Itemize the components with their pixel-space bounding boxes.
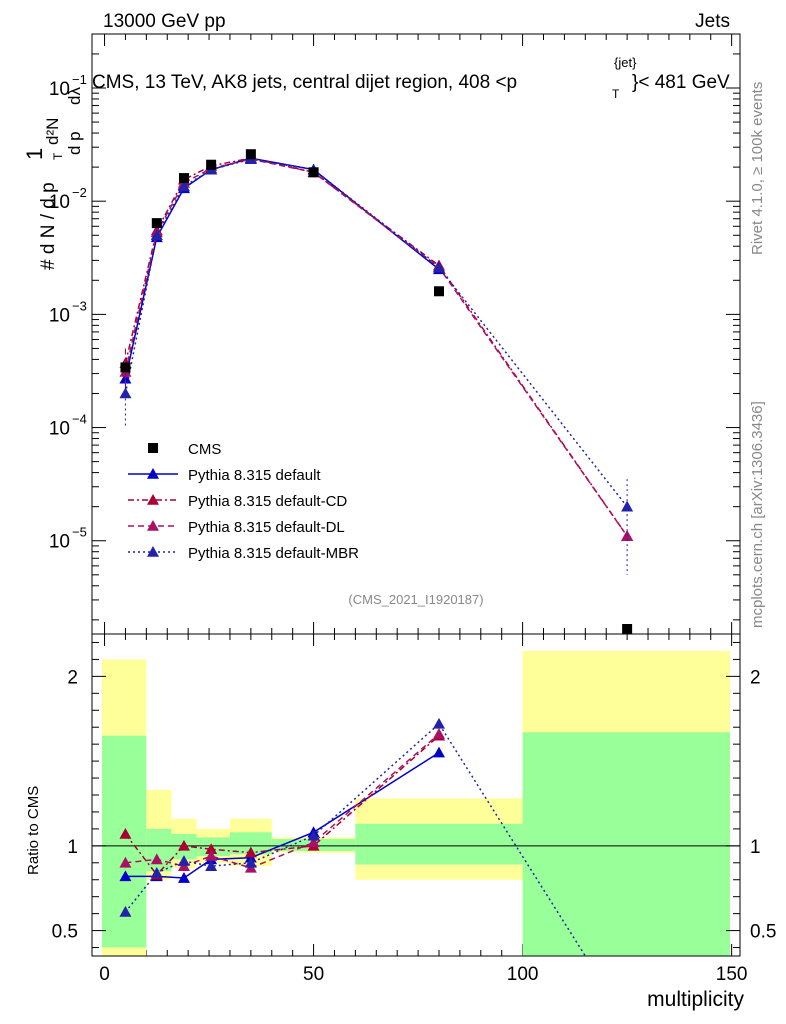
legend-label: Pythia 8.315 default-CD: [188, 493, 347, 510]
y-tick-label: 10: [49, 419, 70, 440]
legend-marker: [147, 520, 159, 531]
uncertainty-band-green: [522, 732, 730, 956]
ratio-y-tick-label: 2: [67, 667, 78, 688]
legend-marker: [147, 494, 159, 505]
ratio-series-marker: [205, 843, 218, 855]
cms-data-point: [178, 173, 189, 184]
ratio-series-marker: [119, 827, 132, 839]
rivet-version-label: Rivet 4.1.0, ≥ 100k events: [749, 82, 766, 255]
series-marker: [621, 500, 634, 512]
y-tick-exponent: −1: [72, 72, 87, 87]
ratio-series-marker: [177, 839, 190, 851]
ratio-series-marker: [205, 860, 218, 871]
y-tick-label: 10: [49, 532, 70, 553]
ylabel-d2n: d²N: [43, 118, 62, 145]
ratio-series-layer: [119, 717, 586, 957]
ratio-y-tick-label-right: 2: [750, 667, 761, 688]
ratio-series-marker: [244, 846, 257, 858]
y-tick-label: 10: [49, 79, 70, 100]
ratio-series-marker: [119, 905, 132, 917]
title-sub: T: [612, 87, 620, 101]
ratio-series-marker: [119, 856, 132, 868]
ratio-y-tick-label: 0.5: [52, 922, 78, 943]
legend: CMS Pythia 8.315 default Pythia 8.315 defa…: [128, 441, 359, 562]
ratio-series-marker: [177, 855, 190, 866]
ratio-ylabel: Ratio to CMS: [25, 786, 42, 875]
cms-data-point: [622, 624, 633, 634]
ratio-series-marker: [432, 746, 445, 758]
cms-data-point: [206, 159, 217, 170]
title-sup: {jet}: [614, 55, 637, 70]
x-tick-label: 0: [99, 964, 110, 985]
legend-cms-label: CMS: [188, 441, 221, 458]
legend-marker: [147, 546, 159, 557]
uncertainty-band-green: [355, 823, 523, 865]
legend-cms-marker: [148, 443, 158, 453]
mcplots-label: mcplots.cern.ch [arXiv:1306.3436]: [749, 401, 766, 628]
title-part1: CMS, 13 TeV, AK8 jets, central dijet reg…: [92, 72, 517, 93]
series-line: [124, 157, 440, 379]
series-marker: [119, 387, 132, 399]
ratio-series-marker: [244, 856, 257, 868]
ratio-y-tick-label-right: 1: [750, 837, 761, 858]
uncertainty-band-green: [146, 828, 172, 872]
ylabel-main-sub: T: [51, 152, 65, 160]
ratio-series-marker: [150, 866, 163, 878]
ratio-bands-layer: [102, 650, 730, 956]
ratio-axes: 0.5 0.5 1 1 2 2: [52, 641, 776, 949]
y-tick-exponent: −5: [72, 525, 87, 540]
cms-data-point: [151, 218, 162, 229]
ylabel-one: 1: [22, 148, 47, 160]
ratio-series-line: [124, 722, 586, 957]
cms-data-point: [433, 286, 444, 297]
ratio-series-marker: [205, 850, 218, 861]
x-axis-label: multiplicity: [647, 988, 744, 1011]
ratio-series-marker: [307, 836, 320, 848]
ratio-series-marker: [150, 853, 163, 865]
category-label: Jets: [695, 11, 730, 32]
legend-label: Pythia 8.315 default-MBR: [188, 545, 359, 562]
title-part2: }< 481 GeV: [632, 72, 730, 93]
uncertainty-band-green: [229, 832, 272, 855]
ratio-y-tick-label: 1: [67, 837, 78, 858]
analysis-watermark: (CMS_2021_I1920187): [348, 592, 483, 607]
y-tick-exponent: −2: [72, 185, 87, 200]
main-series-layer: [119, 149, 634, 634]
ylabel-dlambda: dλ: [65, 87, 84, 105]
y-tick-label: 10: [49, 192, 70, 213]
x-tick-label: 150: [716, 964, 748, 985]
ratio-series-marker: [177, 872, 190, 883]
cms-data-point: [120, 362, 131, 373]
x-tick-label: 100: [507, 964, 539, 985]
ratio-series-marker: [432, 727, 445, 739]
ratio-series-marker: [119, 870, 132, 882]
series-marker: [432, 261, 445, 273]
y-tick-label: 10: [49, 305, 70, 326]
cms-data-point: [308, 167, 319, 178]
ratio-series-marker: [307, 829, 320, 841]
legend-label: Pythia 8.315 default-DL: [188, 519, 345, 536]
ratio-y-tick-label-right: 0.5: [750, 922, 776, 943]
uncertainty-band-green: [196, 837, 230, 857]
main-ylabel: 1 # d N / d p T: [22, 148, 65, 270]
y-tick-exponent: −4: [72, 412, 87, 427]
x-tick-labels: 0 50 100 150: [99, 964, 747, 985]
energy-label: 13000 GeV pp: [103, 11, 226, 32]
series-marker: [150, 229, 163, 241]
y-tick-exponent: −3: [72, 298, 87, 313]
ylabel-main: # d N / d p: [38, 182, 59, 270]
legend-label: Pythia 8.315 default: [188, 467, 321, 484]
plot-title: CMS, 13 TeV, AK8 jets, central dijet reg…: [92, 55, 730, 101]
main-plot-frame: [91, 33, 741, 635]
ylabel-dpt: d p: [65, 131, 84, 155]
ratio-series-marker: [432, 717, 445, 729]
legend-marker: [147, 468, 159, 479]
x-tick-label: 50: [303, 964, 324, 985]
series-marker: [177, 180, 190, 192]
main-ylabel-derivative: d²N d p dλ: [43, 87, 84, 155]
cms-data-point: [245, 149, 256, 160]
